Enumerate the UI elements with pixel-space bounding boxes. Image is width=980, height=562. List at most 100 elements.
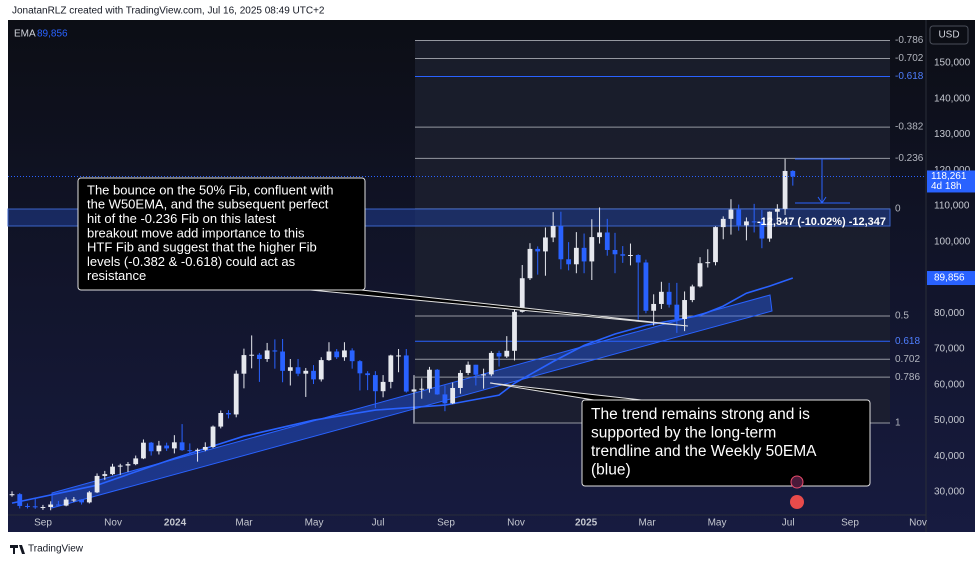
candle-body <box>79 499 84 503</box>
candle-body <box>589 237 595 262</box>
candle-body <box>94 475 100 493</box>
candle-body <box>380 381 386 392</box>
ema-badge-label: 89,856 <box>934 273 965 284</box>
fib-label: 0.702 <box>895 354 920 365</box>
candle-body <box>457 372 463 388</box>
x-tick-label: 2025 <box>575 518 598 529</box>
fib-label: -0.236 <box>895 153 924 164</box>
logo <box>10 545 25 554</box>
ema-line <box>11 277 794 504</box>
y-tick-label: 60,000 <box>934 379 965 390</box>
y-tick-label: 150,000 <box>934 58 971 69</box>
x-tick-label: Sep <box>437 518 455 529</box>
candle-body <box>148 442 154 452</box>
fib-layer: -0.786 -0.702 -0.618 -0.382 -0.236 0 0.5 0.618 0… <box>415 35 924 429</box>
candle-body <box>125 464 131 466</box>
ema-badge <box>927 271 975 286</box>
fib-label: -0.618 <box>895 71 924 82</box>
data-layer <box>8 158 925 511</box>
measure-arrowhead <box>817 196 827 204</box>
candle-body <box>133 458 139 465</box>
y-tick-label: 40,000 <box>934 451 965 462</box>
candle-body <box>210 426 216 447</box>
candle-body <box>249 354 255 356</box>
candle-body <box>102 474 108 476</box>
candle-body <box>411 389 417 392</box>
fib-label: 1 <box>895 418 901 429</box>
candle-body <box>56 504 61 506</box>
fib-area <box>415 40 890 424</box>
candle-body <box>63 499 69 506</box>
candle-body <box>612 249 618 255</box>
fib-label: -0.702 <box>895 53 924 64</box>
candle-body <box>774 208 780 212</box>
callout-text: hit of the -0.236 Fib on this latest <box>87 211 276 226</box>
candle-body <box>396 355 401 357</box>
candle-body <box>164 445 170 449</box>
candle-body <box>372 375 378 392</box>
candle-body <box>736 209 742 226</box>
trendline-channel <box>51 294 773 509</box>
candle-body <box>303 370 309 374</box>
footer: TradingView <box>28 544 84 555</box>
candle-body <box>156 445 162 452</box>
fib-label: 0 <box>895 204 901 215</box>
candle-body <box>581 247 587 262</box>
candle-body <box>604 232 610 250</box>
callout-text: (blue) <box>591 462 631 479</box>
y-tick-label: 50,000 <box>934 415 965 426</box>
x-tick-label: Sep <box>34 518 52 529</box>
candle-body <box>32 506 38 508</box>
indicator-name: EMA <box>14 29 36 40</box>
candle-body <box>318 360 324 380</box>
candle-body <box>543 237 548 252</box>
candle-body <box>705 262 711 264</box>
candle-body <box>628 254 633 256</box>
fib-label: -0.382 <box>895 122 924 133</box>
currency-button[interactable] <box>929 25 969 45</box>
candle-body <box>311 370 316 380</box>
callout-box <box>77 177 366 291</box>
candle-body <box>442 394 448 404</box>
candle-body <box>388 355 394 382</box>
candle-body <box>419 388 425 390</box>
currency-label: USD <box>938 30 959 41</box>
candle-body <box>728 209 734 219</box>
x-tick-label: Jul <box>782 518 795 529</box>
x-tick-label: Sep <box>841 518 859 529</box>
callout-text: The bounce on the 50% Fib, confluent wit… <box>87 182 333 197</box>
candle-body <box>365 373 371 376</box>
x-tick-label: May <box>305 518 324 529</box>
candle-body <box>782 170 788 209</box>
event-icon <box>790 475 804 489</box>
candle-body <box>527 248 533 279</box>
candle-body <box>40 507 46 509</box>
candle-body <box>713 227 718 263</box>
candle-body <box>488 352 494 375</box>
y-tick-label: 140,000 <box>934 93 971 104</box>
candle-body <box>496 352 502 357</box>
candle-body <box>427 369 432 389</box>
indicator-value: 89,856 <box>37 29 68 40</box>
fib-label: 0.786 <box>895 372 920 383</box>
candle-body <box>48 504 54 508</box>
candle-body <box>790 170 796 177</box>
candle-body <box>326 351 332 361</box>
candle-body <box>744 221 749 226</box>
candle-body <box>187 450 193 452</box>
candle-body <box>550 226 556 238</box>
y-tick-label: 30,000 <box>934 487 965 498</box>
x-tick-label: Jul <box>372 518 385 529</box>
candle-body <box>171 442 177 449</box>
candle-body <box>434 369 440 395</box>
candle-body <box>264 350 270 360</box>
x-tick-label: Mar <box>638 518 656 529</box>
candle-body <box>481 374 486 376</box>
candle-body <box>226 413 231 415</box>
callout-text: The trend remains strong and is <box>591 406 810 423</box>
candle-body <box>759 221 765 239</box>
y-tick-label: 130,000 <box>934 129 971 140</box>
measure-label: -12,347 (-10.02%) -12,347 <box>757 216 886 228</box>
candle-body <box>720 218 726 228</box>
